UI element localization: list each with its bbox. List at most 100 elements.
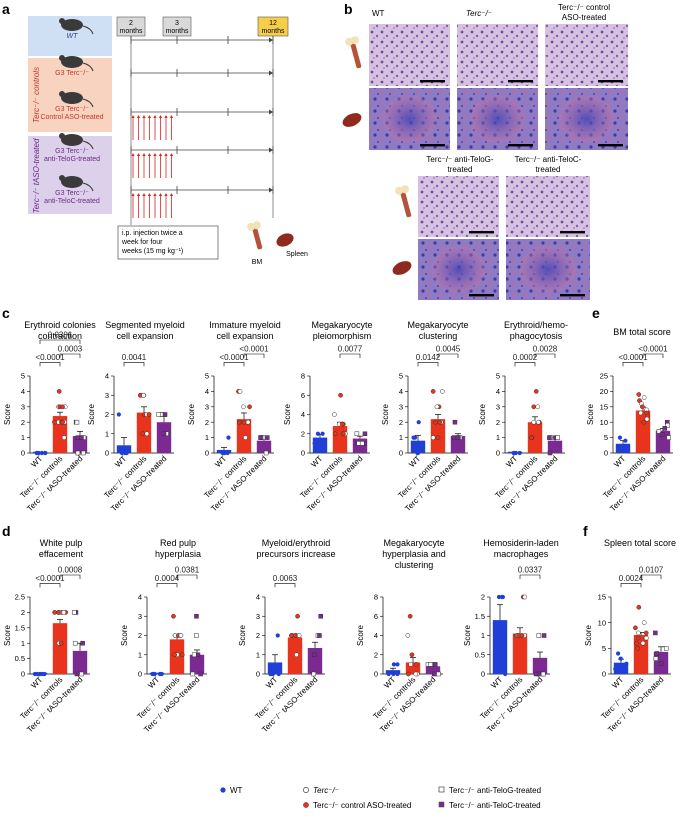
panel-label-e: e xyxy=(592,305,600,321)
chart-title: clustering xyxy=(395,560,434,570)
y-tick-label: 1.5 xyxy=(475,612,485,621)
chart-c6: Erythroid/hemo-phagocytosis 0 1 2 3 4 5 Score WT… xyxy=(478,320,568,513)
bar xyxy=(72,650,88,674)
data-point xyxy=(531,419,537,425)
y-tick-label: 15 xyxy=(600,402,608,411)
spleen-icon xyxy=(276,233,294,247)
timeline-arrowhead xyxy=(269,109,273,115)
histo-label-teloc-1: Terc⁻/⁻ anti-TeloC- xyxy=(515,155,582,164)
data-point xyxy=(61,610,67,615)
data-point xyxy=(395,662,400,667)
bone-head xyxy=(350,36,359,45)
chart-title: effacement xyxy=(39,549,84,559)
p-value-label: 0.0107 xyxy=(639,566,664,575)
chart-title: Segmented myeloid xyxy=(105,320,185,330)
y-tick-label: 2 xyxy=(256,631,260,640)
chart-title: hyperplasia and xyxy=(382,549,446,559)
spleen-label: Spleen xyxy=(286,251,308,258)
bone-shaft xyxy=(400,189,412,218)
row-label: G3 Terc⁻/⁻ xyxy=(55,148,89,155)
bone-marrow-micrograph xyxy=(545,24,628,86)
mouse-tail xyxy=(82,25,94,35)
data-point xyxy=(641,395,647,400)
y-tick-label: 0 xyxy=(481,670,485,679)
data-point xyxy=(640,404,645,410)
p-value-label: <0.0001 xyxy=(638,345,668,354)
significance-bracket xyxy=(642,353,664,358)
row-label: G3 Terc⁻/⁻ xyxy=(55,106,89,113)
y-tick-label: 1 xyxy=(399,433,403,442)
significance-bracket xyxy=(39,339,81,344)
x-tick-label: WT xyxy=(146,675,161,690)
data-point xyxy=(641,419,647,425)
p-value-label: 0.0045 xyxy=(436,345,461,354)
bar xyxy=(72,436,88,453)
mouse-body xyxy=(61,134,83,146)
data-point xyxy=(39,450,44,456)
y-tick-label: 3 xyxy=(105,391,109,400)
p-value-label: 0.0077 xyxy=(338,345,363,354)
p-value-label: <0.0001 xyxy=(219,353,249,362)
data-point xyxy=(74,419,80,425)
data-point xyxy=(535,404,541,410)
x-tick-label: WT xyxy=(29,454,44,469)
y-tick-label: 4 xyxy=(496,387,500,396)
data-point xyxy=(433,419,438,425)
data-point xyxy=(241,419,247,425)
y-tick-label: 0 xyxy=(496,449,500,458)
month-12-number: 12 xyxy=(269,20,277,27)
y-tick-label: 2 xyxy=(496,418,500,427)
data-point xyxy=(633,625,638,631)
data-point xyxy=(119,450,124,456)
month-box-12: 12 months xyxy=(257,16,289,37)
significance-bracket xyxy=(622,362,644,367)
bone-icon xyxy=(395,185,412,218)
bone-marrow-micrograph xyxy=(369,24,450,86)
y-tick-label: 0 xyxy=(301,449,305,458)
mouse-body xyxy=(61,92,83,104)
data-point xyxy=(531,404,537,410)
chart-title: hyperplasia xyxy=(155,549,201,559)
bar xyxy=(189,654,205,674)
bar xyxy=(425,666,441,674)
data-point xyxy=(665,423,670,428)
timeline-arrowhead xyxy=(269,147,273,153)
y-tick-label: 1 xyxy=(21,639,25,648)
mouse-icon xyxy=(59,133,94,150)
p-value-label: 0.0301 xyxy=(48,331,73,340)
bar xyxy=(156,422,172,453)
data-point xyxy=(613,666,618,671)
x-tick-label: WT xyxy=(504,454,519,469)
bar xyxy=(633,634,649,674)
mouse-ear xyxy=(59,175,65,181)
y-axis-label: Score xyxy=(120,625,129,646)
y-tick-label: 6 xyxy=(301,391,305,400)
data-point xyxy=(622,447,627,453)
legend-control-aso: Terc⁻/⁻ control ASO-treated xyxy=(313,801,411,810)
data-point xyxy=(237,389,243,394)
y-tick-label: 5 xyxy=(205,372,209,381)
legend-control-aso-marker xyxy=(303,802,309,808)
y-tick-label: 0.5 xyxy=(15,654,25,663)
data-point xyxy=(74,671,80,677)
chart-title: BM total score xyxy=(613,327,671,337)
data-point xyxy=(405,633,411,638)
data-point xyxy=(220,450,225,456)
injection-arrowhead xyxy=(164,115,168,118)
x-tick-label: WT xyxy=(29,675,44,690)
data-point xyxy=(75,450,81,456)
bar xyxy=(332,426,348,453)
data-point xyxy=(547,435,552,440)
mouse-tail xyxy=(82,62,94,72)
data-point xyxy=(513,450,518,456)
mouse-ear xyxy=(59,18,65,24)
month-2-number: 2 xyxy=(129,20,133,27)
data-point xyxy=(635,635,641,641)
data-point xyxy=(144,431,150,437)
data-point xyxy=(503,671,508,677)
data-point xyxy=(141,392,146,398)
y-tick-label: 0 xyxy=(374,670,378,679)
